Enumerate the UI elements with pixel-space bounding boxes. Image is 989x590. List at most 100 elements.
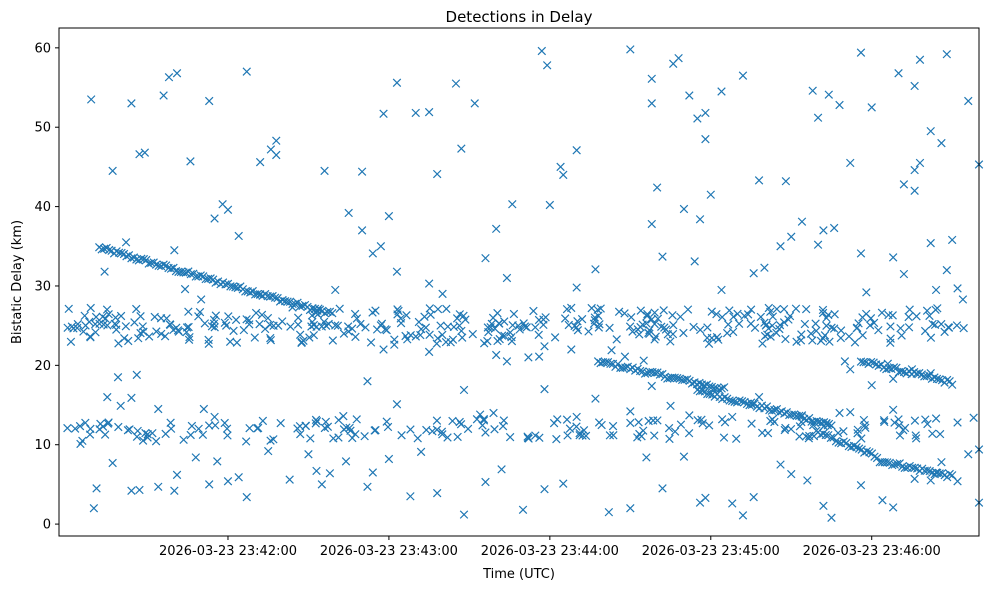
detection-marker xyxy=(133,426,142,436)
detection-marker xyxy=(317,480,327,489)
detection-marker xyxy=(443,433,452,442)
detection-marker xyxy=(406,425,415,434)
detection-marker xyxy=(311,419,320,428)
detection-marker xyxy=(366,338,376,347)
detection-marker xyxy=(911,434,921,443)
detection-marker xyxy=(505,328,515,337)
detection-marker xyxy=(384,211,394,221)
detection-marker xyxy=(897,331,906,340)
x-tick-label: 2026-03-23 23:43:00 xyxy=(320,544,458,559)
detection-marker xyxy=(537,46,547,56)
detection-marker xyxy=(770,405,779,415)
detection-marker xyxy=(154,482,163,492)
detection-marker xyxy=(647,99,656,108)
detection-marker xyxy=(928,319,937,329)
detection-marker xyxy=(272,136,281,145)
detection-marker xyxy=(791,304,801,313)
detection-marker xyxy=(86,333,95,342)
detection-marker xyxy=(459,311,468,321)
detection-marker xyxy=(888,405,898,415)
detection-marker xyxy=(606,359,615,369)
detection-marker xyxy=(288,299,297,309)
detection-marker xyxy=(663,330,673,339)
detection-marker xyxy=(801,432,811,441)
detection-marker xyxy=(265,292,275,301)
detection-marker xyxy=(127,393,136,403)
detection-marker xyxy=(535,433,544,442)
detection-marker xyxy=(757,428,767,438)
detection-marker xyxy=(540,484,549,494)
detection-marker xyxy=(483,323,493,332)
detection-marker xyxy=(879,416,889,425)
detection-marker xyxy=(612,335,621,344)
detection-marker xyxy=(910,416,920,425)
detection-marker xyxy=(942,49,952,59)
detection-marker xyxy=(331,285,340,295)
detection-marker xyxy=(910,474,919,484)
detection-marker xyxy=(114,248,124,257)
detection-marker xyxy=(379,345,388,354)
detection-marker xyxy=(104,309,113,319)
detection-marker xyxy=(728,499,737,508)
detection-marker xyxy=(134,256,144,265)
detection-marker xyxy=(350,309,360,319)
detection-marker xyxy=(749,492,758,502)
detection-marker xyxy=(229,326,238,336)
detection-marker xyxy=(734,319,744,329)
detection-marker xyxy=(797,417,806,427)
detection-marker xyxy=(433,334,442,343)
detection-marker xyxy=(432,488,442,498)
detection-marker xyxy=(846,365,855,374)
detection-marker xyxy=(626,418,635,428)
detection-marker xyxy=(481,253,490,263)
detection-marker xyxy=(442,304,451,314)
detection-marker xyxy=(468,329,477,339)
detection-marker xyxy=(266,335,276,345)
detection-marker xyxy=(665,434,674,444)
detection-marker xyxy=(191,453,201,462)
detection-marker xyxy=(856,249,866,258)
detection-marker xyxy=(436,321,445,330)
detection-marker xyxy=(922,466,932,475)
detection-marker xyxy=(556,162,565,172)
detection-marker xyxy=(194,312,203,321)
detection-marker xyxy=(154,261,163,270)
detection-marker xyxy=(102,305,112,314)
detection-marker xyxy=(854,444,864,453)
detection-marker xyxy=(497,465,506,474)
detection-marker xyxy=(926,369,935,378)
detection-marker xyxy=(204,335,213,345)
detection-marker xyxy=(293,313,303,322)
detection-marker xyxy=(325,307,335,317)
detection-marker xyxy=(199,404,209,414)
detection-marker xyxy=(866,314,876,323)
detection-marker xyxy=(672,373,682,383)
detection-marker xyxy=(194,424,203,434)
detection-marker xyxy=(377,319,387,328)
plot-frame xyxy=(58,27,980,537)
detection-marker xyxy=(706,190,716,199)
detection-marker xyxy=(490,425,499,434)
detection-marker xyxy=(806,329,816,338)
detection-marker xyxy=(181,268,191,277)
detection-marker xyxy=(745,400,754,410)
detection-marker xyxy=(869,318,879,328)
detection-marker xyxy=(768,312,778,321)
detection-marker xyxy=(693,114,702,123)
detection-marker xyxy=(766,307,775,317)
detection-marker xyxy=(642,311,652,321)
detection-marker xyxy=(856,480,866,490)
detection-marker xyxy=(861,423,870,432)
detection-marker xyxy=(800,319,810,329)
detection-marker xyxy=(112,247,121,256)
detection-marker xyxy=(459,510,469,519)
detection-marker xyxy=(325,469,335,478)
detection-marker xyxy=(940,327,949,337)
detection-marker xyxy=(352,415,361,424)
detection-marker xyxy=(636,322,645,332)
detection-marker xyxy=(747,400,757,409)
detection-marker xyxy=(702,333,712,343)
detection-marker xyxy=(119,334,129,343)
detection-marker xyxy=(413,434,422,443)
detection-marker xyxy=(695,215,705,224)
